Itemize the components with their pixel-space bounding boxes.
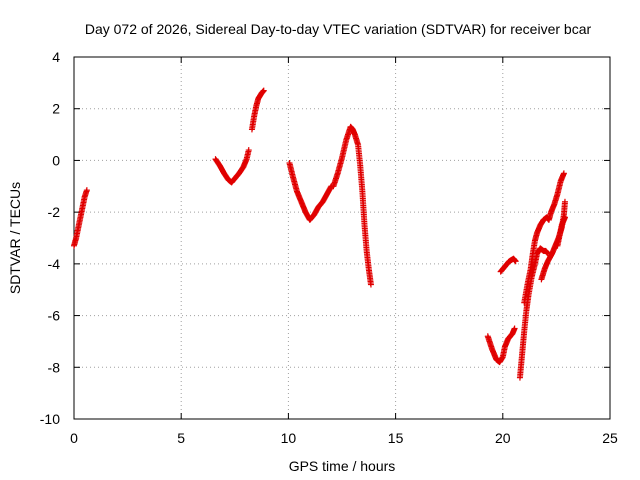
y-tick-label: 0 <box>52 152 60 168</box>
data-point <box>83 187 90 194</box>
data-point <box>245 147 252 154</box>
x-tick-label: 25 <box>602 430 618 446</box>
axis-ticks: 0 5 10 15 20 25 -10 -8 -6 -4 -2 0 2 4 <box>40 49 618 446</box>
plot-frame <box>73 56 611 420</box>
x-tick-label: 20 <box>495 430 511 446</box>
chart-title: Day 072 of 2026, Sidereal Day-to-day VTE… <box>85 21 592 37</box>
x-tick-label: 10 <box>281 430 297 446</box>
y-tick-label: -6 <box>48 308 61 324</box>
data-point <box>561 198 568 205</box>
y-tick-label: -8 <box>48 359 61 375</box>
x-axis-label: GPS time / hours <box>289 458 396 474</box>
x-tick-label: 15 <box>388 430 404 446</box>
y-tick-label: -4 <box>48 256 61 272</box>
data-point <box>260 87 267 94</box>
y-axis-label: SDTVAR / TECUs <box>7 182 23 294</box>
grid <box>74 57 610 419</box>
y-tick-label: 2 <box>52 101 60 117</box>
y-tick-label: -10 <box>40 411 60 427</box>
x-tick-label: 0 <box>70 430 78 446</box>
data-point <box>561 214 568 221</box>
data-point <box>367 281 374 288</box>
data-point <box>511 325 518 332</box>
y-tick-label: 4 <box>52 49 60 65</box>
x-tick-label: 5 <box>177 430 185 446</box>
data-points <box>71 87 568 381</box>
data-point <box>512 258 519 265</box>
data-point <box>560 170 567 177</box>
y-tick-label: -2 <box>48 204 61 220</box>
